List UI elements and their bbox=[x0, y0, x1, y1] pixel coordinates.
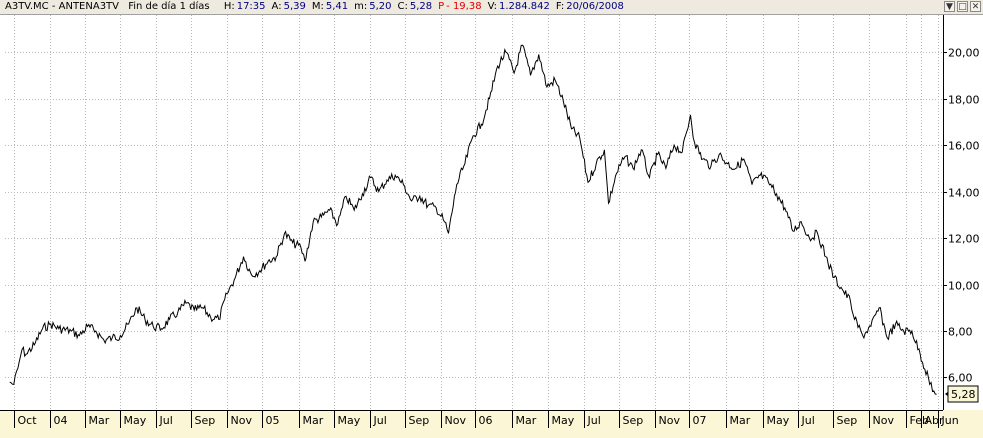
x-tick-label: Jul bbox=[159, 414, 173, 427]
field-value: 1.284.842 bbox=[498, 1, 550, 12]
symbol-label: A3TV.MC - ANTENA3TV bbox=[5, 1, 119, 12]
field-value: 17:35 bbox=[236, 1, 266, 12]
y-tick-label: 6,00 bbox=[948, 372, 973, 385]
window-buttons: ▼ □ ✕ bbox=[944, 1, 981, 12]
x-tick-label: Sep bbox=[195, 414, 216, 427]
field-value: 5,20 bbox=[369, 1, 392, 12]
x-tick-label: May bbox=[124, 414, 147, 427]
field-label: A: bbox=[271, 1, 282, 12]
x-tick-label: 05 bbox=[266, 414, 280, 427]
x-tick-label: Nov bbox=[231, 414, 253, 427]
x-tick-label: Mar bbox=[730, 414, 751, 427]
x-tick-label: Jul bbox=[801, 414, 815, 427]
chart-title-bar: A3TV.MC - ANTENA3TV Fin de día 1 días H:… bbox=[0, 0, 983, 15]
x-tick-label: May bbox=[552, 414, 575, 427]
field-value: 5,39 bbox=[283, 1, 306, 12]
maximize-button[interactable]: □ bbox=[957, 1, 968, 12]
field-label: P bbox=[438, 1, 445, 12]
price-series-line bbox=[9, 44, 937, 395]
y-tick-label: 16,00 bbox=[948, 140, 980, 153]
x-tick-label: Nov bbox=[659, 414, 681, 427]
price-chart[interactable]: 6,00 8,00 10,00 12,00 14,00 16,00 18,00 20,00 Oc… bbox=[0, 15, 983, 438]
x-tick-label: Sep bbox=[623, 414, 644, 427]
field-label: F: bbox=[555, 1, 565, 12]
y-tick-label: 14,00 bbox=[948, 187, 980, 200]
x-tick-label: Oct bbox=[18, 414, 38, 427]
x-tick-label: Jun bbox=[941, 414, 959, 427]
x-tick-label: Abr bbox=[925, 414, 945, 427]
last-value-box bbox=[947, 385, 979, 403]
x-tick-label: Mar bbox=[303, 414, 324, 427]
x-tick-label: Sep bbox=[409, 414, 430, 427]
x-tick-label: Feb bbox=[910, 414, 929, 427]
field-label: H: bbox=[223, 1, 235, 12]
x-tick-label: Mar bbox=[89, 414, 110, 427]
x-tick-label: Nov bbox=[445, 414, 467, 427]
close-button[interactable]: ✕ bbox=[970, 1, 981, 12]
quote-fields: H: 17:35 A: 5,39 M: 5,41 m: 5,20 C: 5,28 P - 19,38 V… bbox=[218, 0, 624, 14]
field-label: V: bbox=[487, 1, 497, 12]
y-tick-label: 10,00 bbox=[948, 280, 980, 293]
y-tick-label: 8,00 bbox=[948, 326, 973, 339]
field-value: - 19,38 bbox=[446, 1, 482, 12]
period-label: Fin de día 1 días bbox=[128, 1, 210, 12]
x-tick-label: 06 bbox=[479, 414, 493, 427]
y-tick-label: 12,00 bbox=[948, 233, 980, 246]
y-tick-label: 18,00 bbox=[948, 94, 980, 107]
collapse-button[interactable]: ▼ bbox=[944, 1, 955, 12]
x-tick-label: Mar bbox=[516, 414, 537, 427]
last-value-label: 5,28 bbox=[951, 388, 976, 401]
field-label: C: bbox=[397, 1, 408, 12]
field-value: 20/06/2008 bbox=[566, 1, 624, 12]
x-tick-label: May bbox=[338, 414, 361, 427]
x-tick-label: May bbox=[767, 414, 790, 427]
x-tick-label: Nov bbox=[873, 414, 895, 427]
x-tick-label: Jul bbox=[373, 414, 387, 427]
field-value: 5,41 bbox=[325, 1, 349, 12]
y-tick-label: 20,00 bbox=[948, 47, 980, 60]
x-tick-label: 07 bbox=[693, 414, 707, 427]
x-tick-label: Sep bbox=[837, 414, 858, 427]
field-value: 5,28 bbox=[409, 1, 433, 12]
plot-area bbox=[5, 15, 943, 410]
x-tick-label: 04 bbox=[54, 414, 68, 427]
field-label: m: bbox=[354, 1, 368, 12]
x-tick-label: Jul bbox=[587, 414, 601, 427]
field-label: M: bbox=[311, 1, 324, 12]
x-axis-bar bbox=[0, 410, 983, 438]
